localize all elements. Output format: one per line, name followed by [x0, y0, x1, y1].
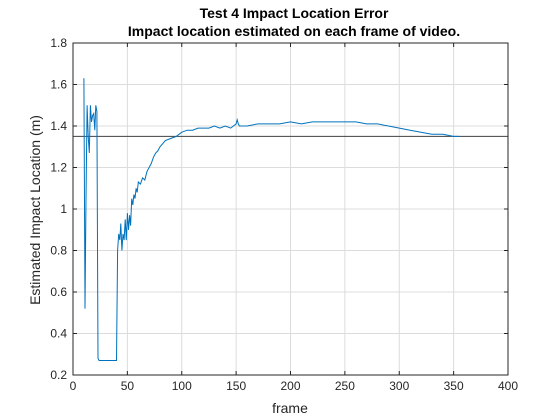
- x-tick-label: 350: [444, 379, 464, 393]
- y-axis-label: Estimated Impact Location (m): [27, 115, 43, 305]
- y-tick-label: 0.2: [50, 368, 67, 382]
- series-line: [83, 78, 460, 361]
- y-tick-label: 1.4: [50, 119, 67, 133]
- y-tick-label: 1: [60, 202, 67, 216]
- y-tick-label: 0.4: [50, 327, 67, 341]
- x-tick-label: 250: [335, 379, 355, 393]
- x-tick-label: 100: [172, 379, 192, 393]
- y-tick-label: 1.6: [50, 78, 67, 92]
- y-tick-label: 1.2: [50, 161, 67, 175]
- grid: [72, 42, 509, 376]
- x-tick-label: 300: [389, 379, 409, 393]
- y-tick-label: 0.8: [50, 244, 67, 258]
- x-tick-label: 0: [70, 379, 77, 393]
- x-tick-label: 150: [226, 379, 246, 393]
- chart-subtitle: Impact location estimated on each frame …: [128, 23, 460, 39]
- x-tick-label: 400: [498, 379, 518, 393]
- y-tick-label: 0.6: [50, 285, 67, 299]
- x-tick-label: 50: [121, 379, 135, 393]
- x-axis-ticks: 0 50 100 150 200 250 300 350 400: [70, 43, 518, 393]
- x-axis-label: frame: [272, 400, 308, 416]
- x-tick-label: 200: [280, 379, 300, 393]
- y-axis-ticks: 0.2 0.4 0.6 0.8 1 1.2 1.4 1.6 1.8: [50, 36, 508, 382]
- y-tick-label: 1.8: [50, 36, 67, 50]
- chart-title: Test 4 Impact Location Error: [200, 5, 389, 21]
